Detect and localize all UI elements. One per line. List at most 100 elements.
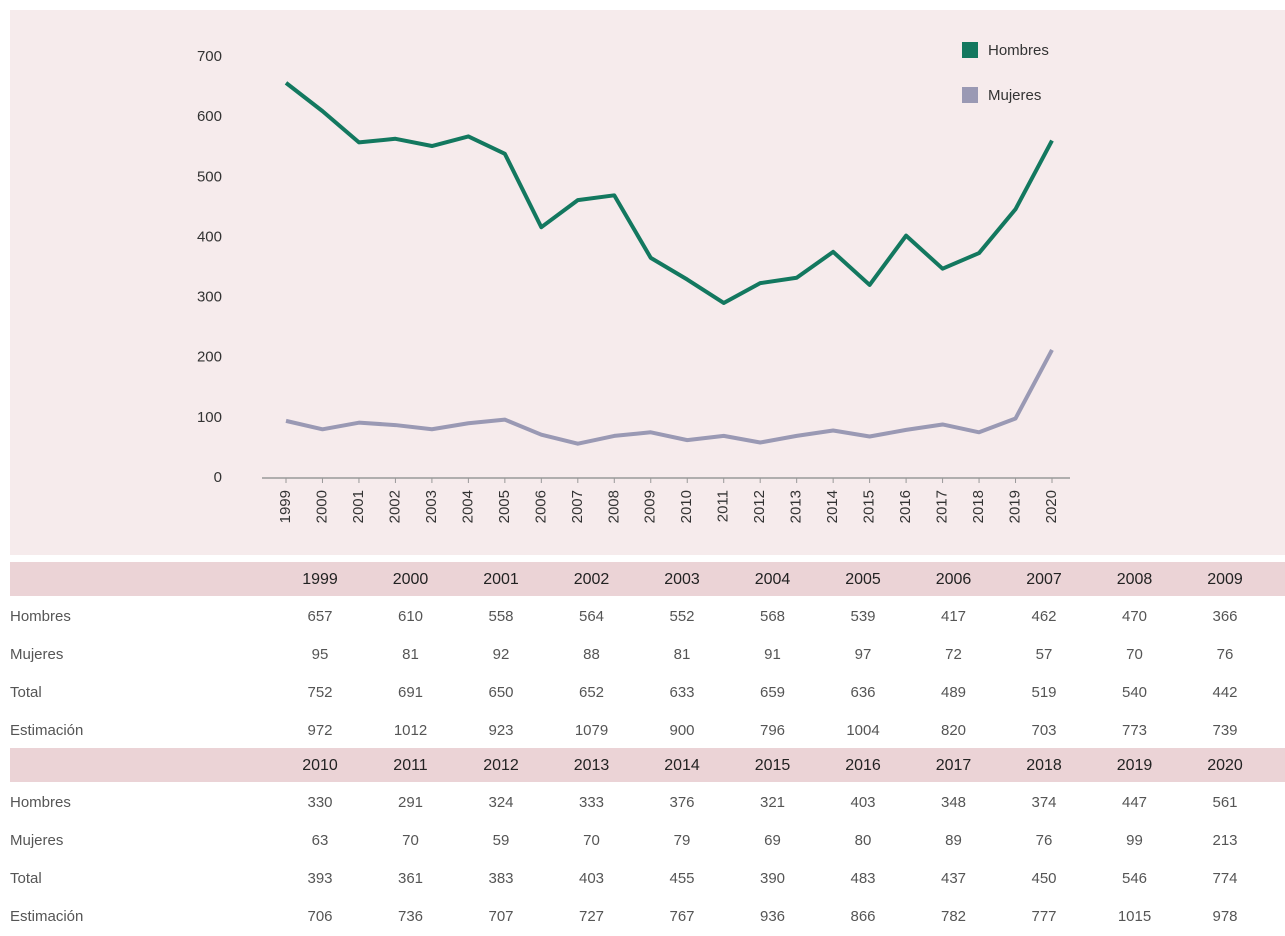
table-cell: 76 [1217,646,1234,663]
row-label: Estimación [10,908,83,925]
x-tick-label: 2017 [934,490,951,523]
table-cell: 321 [760,794,785,811]
y-tick-label: 500 [197,168,222,185]
table-cell: 95 [312,646,329,663]
table-cell: 89 [945,832,962,849]
table-cell: 558 [488,608,513,625]
x-tick-label: 1999 [277,490,294,523]
table-cell: 1079 [575,722,608,739]
y-tick-label: 0 [214,469,222,486]
x-tick-label: 2012 [751,490,768,523]
table-cell: 88 [583,646,600,663]
column-header: 2000 [393,571,429,588]
table-cell: 213 [1212,832,1237,849]
column-header: 2004 [755,571,791,588]
x-tick-label: 2011 [715,490,732,522]
table-cell: 820 [941,722,966,739]
table-cell: 489 [941,684,966,701]
table-cell: 79 [674,832,691,849]
table-cell: 540 [1122,684,1147,701]
table-cell: 70 [1126,646,1143,663]
table-cell: 777 [1031,908,1056,925]
table-cell: 80 [855,832,872,849]
table-cell: 773 [1122,722,1147,739]
column-header: 2017 [936,757,972,774]
column-header: 2010 [302,757,338,774]
x-tick-label: 2001 [350,490,367,523]
column-header: 1999 [302,571,338,588]
table-cell: 923 [488,722,513,739]
x-tick-label: 2016 [897,490,914,523]
x-tick-label: 2000 [313,490,330,523]
table-cell: 376 [669,794,694,811]
row-label: Total [10,870,42,887]
table-cell: 561 [1212,794,1237,811]
table-cell: 972 [307,722,332,739]
table-cell: 383 [488,870,513,887]
column-header: 2001 [483,571,519,588]
table-cell: 91 [764,646,781,663]
column-header: 2005 [845,571,881,588]
table-cell: 59 [493,832,510,849]
table-cell: 69 [764,832,781,849]
y-tick-label: 100 [197,409,222,426]
table-cell: 390 [760,870,785,887]
table-cell: 81 [674,646,691,663]
table-cell: 519 [1031,684,1056,701]
table-cell: 99 [1126,832,1143,849]
legend-label: Mujeres [988,87,1041,104]
table-cell: 767 [669,908,694,925]
y-tick-label: 700 [197,48,222,65]
table-cell: 727 [579,908,604,925]
table-cell: 483 [850,870,875,887]
table-cell: 403 [579,870,604,887]
table-cell: 447 [1122,794,1147,811]
table-cell: 333 [579,794,604,811]
x-tick-label: 2002 [386,490,403,523]
legend-label: Hombres [988,42,1049,59]
column-header: 2006 [936,571,972,588]
column-header: 2018 [1026,757,1062,774]
table-cell: 706 [307,908,332,925]
y-tick-label: 200 [197,349,222,366]
table-cell: 374 [1031,794,1056,811]
table-header-row [10,562,1285,596]
table-cell: 403 [850,794,875,811]
x-tick-label: 2007 [569,490,586,523]
column-header: 2020 [1207,757,1243,774]
table-cell: 437 [941,870,966,887]
line-series [284,81,1054,305]
x-tick-label: 2006 [532,490,549,523]
table-cell: 81 [402,646,419,663]
table-cell: 470 [1122,608,1147,625]
table-cell: 361 [398,870,423,887]
table-cell: 707 [488,908,513,925]
table-cell: 610 [398,608,423,625]
table-cell: 703 [1031,722,1056,739]
column-header: 2019 [1117,757,1153,774]
legend-swatch [962,42,978,58]
table-cell: 774 [1212,870,1237,887]
column-header: 2013 [574,757,610,774]
table-cell: 417 [941,608,966,625]
x-tick-label: 2014 [824,490,841,523]
table-cell: 462 [1031,608,1056,625]
table-cell: 978 [1212,908,1237,925]
table-cell: 63 [312,832,329,849]
x-tick-label: 2013 [788,490,805,523]
row-label: Total [10,684,42,701]
table-cell: 450 [1031,870,1056,887]
table-cell: 70 [402,832,419,849]
column-header: 2002 [574,571,610,588]
column-header: 2011 [393,757,428,774]
table-cell: 1012 [394,722,427,739]
table-header-row [10,748,1285,782]
row-label: Estimación [10,722,83,739]
table-cell: 72 [945,646,962,663]
table-cell: 936 [760,908,785,925]
table-cell: 752 [307,684,332,701]
y-tick-label: 600 [197,108,222,125]
table-cell: 552 [669,608,694,625]
line-series [285,348,1054,446]
